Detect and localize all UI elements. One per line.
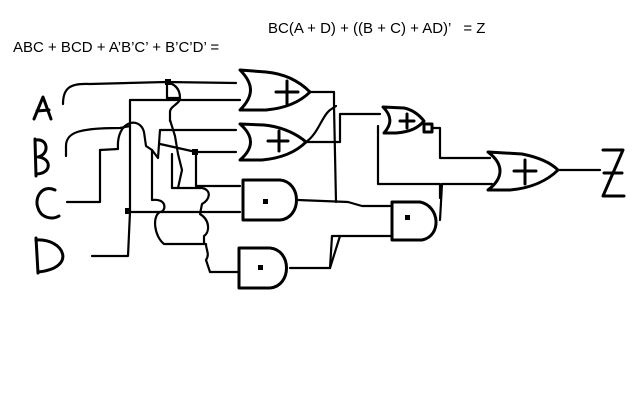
or-gate-a-plus-d <box>238 68 312 112</box>
sum-of-products-equation: ABC + BCD + A’B’C’ + B’C’D’ = <box>13 39 220 56</box>
or-gate-output-z <box>486 150 560 192</box>
input-label-a <box>32 95 53 121</box>
nor-gate-middle <box>381 105 434 135</box>
or-gate-b-plus-c <box>238 122 308 162</box>
input-label-d <box>34 236 65 275</box>
simplified-equation: BC(A + D) + ((B + C) + AD)’ = Z <box>268 20 486 37</box>
output-label-z <box>601 148 626 198</box>
input-label-c <box>35 187 61 220</box>
junction-dots <box>125 79 198 214</box>
input-label-b <box>33 137 50 178</box>
and-gate-bc-a-plus-d <box>390 200 438 242</box>
wires <box>61 80 602 274</box>
and-gate-ad <box>237 246 288 290</box>
and-gate-bc <box>241 178 298 222</box>
